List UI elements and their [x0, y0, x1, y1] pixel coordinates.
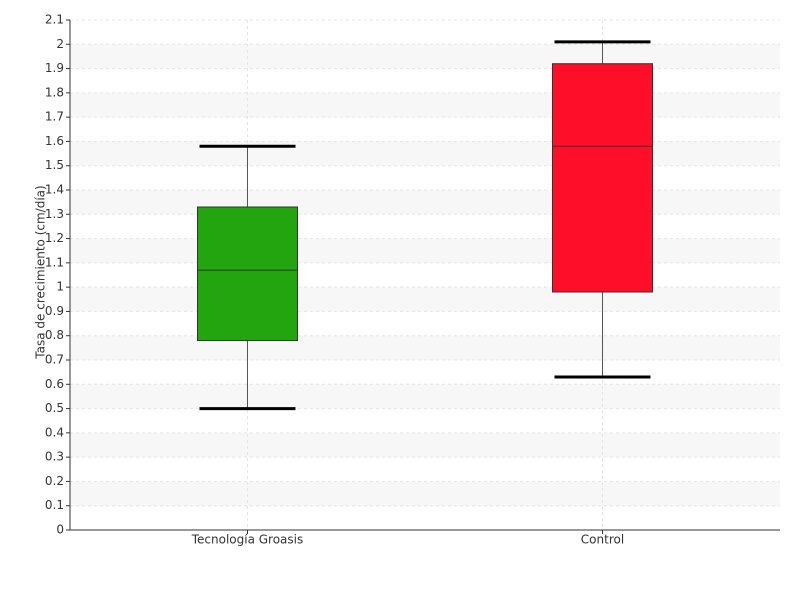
x-tick-label: Control	[581, 533, 624, 547]
y-axis-label: Tasa de crecimiento (cm/día)	[34, 185, 48, 359]
y-tick-label: 0.3	[45, 450, 64, 464]
y-tick-label: 2	[56, 37, 64, 51]
y-tick-label: 2.1	[45, 13, 64, 27]
grid-band	[70, 384, 780, 409]
y-tick-label: 0.7	[45, 353, 64, 367]
y-tick-label: 1.4	[45, 183, 64, 197]
y-tick-label: 0.8	[45, 328, 64, 342]
grid-band	[70, 335, 780, 360]
y-tick-label: 0.2	[45, 474, 64, 488]
y-tick-label: 0.6	[45, 377, 64, 391]
y-tick-label: 1.6	[45, 134, 64, 148]
y-tick-label: 1.1	[45, 255, 64, 269]
grid-band	[70, 190, 780, 215]
grid-band	[70, 141, 780, 166]
y-tick-label: 0	[56, 523, 64, 537]
y-tick-label: 1	[56, 280, 64, 294]
box	[552, 63, 653, 293]
y-tick-label: 0.5	[45, 401, 64, 415]
x-tick-label: Tecnología Groasis	[191, 533, 304, 547]
y-tick-label: 0.9	[45, 304, 64, 318]
y-tick-label: 1.5	[45, 158, 64, 172]
y-tick-label: 1.2	[45, 231, 64, 245]
grid-band	[70, 238, 780, 263]
y-tick-label: 0.4	[45, 425, 64, 439]
grid-band	[70, 287, 780, 312]
grid-band	[70, 481, 780, 506]
grid-band	[70, 44, 780, 69]
grid-band	[70, 92, 780, 118]
y-tick-label: 1.9	[45, 61, 64, 75]
y-tick-label: 1.8	[45, 85, 64, 99]
y-tick-label: 0.1	[45, 498, 64, 512]
box	[197, 206, 298, 342]
y-tick-label: 1.3	[45, 207, 64, 221]
grid-band	[70, 432, 780, 458]
y-tick-label: 1.7	[45, 110, 64, 124]
